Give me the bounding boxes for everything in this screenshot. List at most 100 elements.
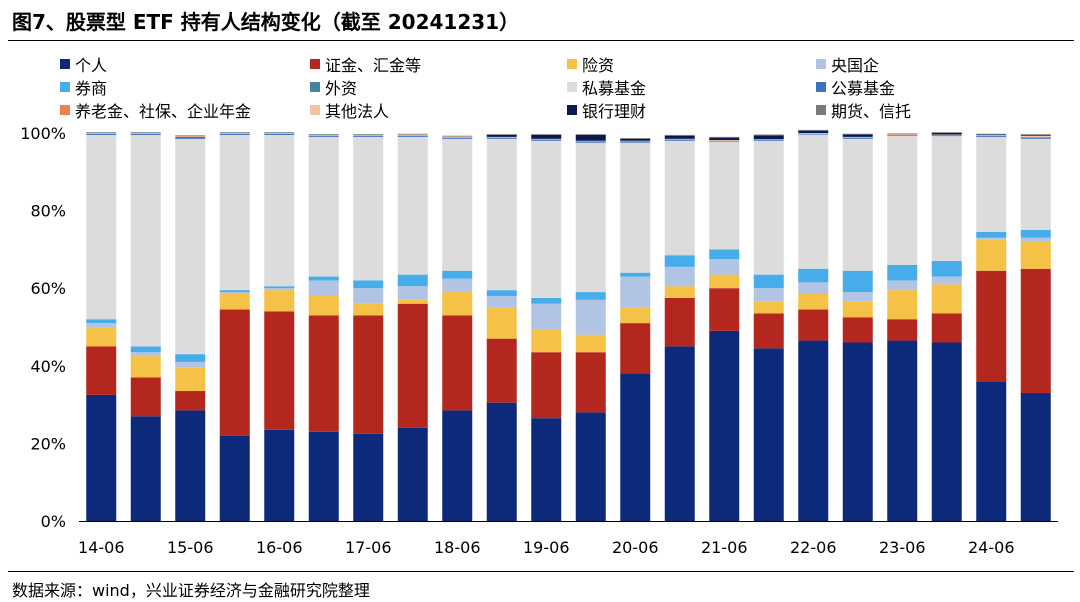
bar-segment bbox=[531, 134, 562, 135]
bar-segment bbox=[753, 348, 784, 521]
bar-segment bbox=[397, 133, 428, 135]
bar-segment bbox=[264, 132, 295, 133]
legend-item: 央国企 bbox=[816, 52, 879, 76]
bar-segment bbox=[486, 402, 517, 521]
bar-segment bbox=[531, 140, 562, 298]
legend-swatch bbox=[310, 59, 320, 69]
bar-segment bbox=[531, 328, 562, 353]
legend-item: 个人 bbox=[60, 52, 107, 76]
bar-segment bbox=[931, 342, 962, 521]
bar-segment bbox=[486, 134, 517, 137]
bar-segment bbox=[1020, 137, 1051, 139]
bar-segment bbox=[1020, 237, 1051, 242]
legend-item: 养老金、社保、企业年金 bbox=[60, 98, 251, 122]
bar-segment bbox=[397, 427, 428, 521]
bar-segment bbox=[842, 342, 873, 521]
bar-segment bbox=[1020, 136, 1051, 138]
y-tick-label: 0% bbox=[41, 512, 66, 531]
bar-segment bbox=[887, 319, 918, 341]
bar-segment bbox=[442, 137, 473, 139]
x-tick-label: 15-06 bbox=[167, 538, 214, 557]
bar-segment bbox=[620, 138, 651, 141]
bar-segment bbox=[130, 356, 161, 378]
bar-segment bbox=[664, 255, 695, 267]
legend-swatch bbox=[567, 105, 577, 115]
bar-segment bbox=[486, 307, 517, 339]
bar-segment bbox=[842, 133, 873, 135]
bar-segment bbox=[264, 288, 295, 291]
legend-item: 公募基金 bbox=[816, 75, 895, 99]
bar-segment bbox=[798, 294, 829, 310]
bar-segment bbox=[931, 136, 962, 262]
bar-segment bbox=[976, 237, 1007, 240]
bar-segment bbox=[486, 134, 517, 135]
bar-segment bbox=[753, 134, 784, 136]
legend-label: 期货、信托 bbox=[831, 102, 912, 121]
bar-segment bbox=[709, 140, 740, 142]
bar-segment bbox=[130, 134, 161, 347]
bar-segment bbox=[531, 418, 562, 521]
x-tick-label: 21-06 bbox=[701, 538, 748, 557]
bar-segment bbox=[798, 309, 829, 341]
title-rule bbox=[8, 40, 1074, 41]
stacked-bar-chart: 0% 20% 40% 60% 80% 100% 14-06 15-06 16-06 17-06 18… bbox=[20, 124, 1058, 557]
bar-segment bbox=[130, 416, 161, 521]
bar-segment bbox=[709, 136, 740, 138]
bar-segment bbox=[709, 141, 740, 250]
bar-segment bbox=[86, 346, 117, 395]
y-tick-label: 40% bbox=[30, 357, 66, 376]
bar-segment bbox=[219, 134, 250, 291]
bar-segment bbox=[931, 132, 962, 133]
bar-segment bbox=[1020, 135, 1051, 137]
bar-segment bbox=[664, 140, 695, 256]
bar-segment bbox=[175, 410, 206, 521]
legend-item: 外资 bbox=[310, 75, 357, 99]
legend-label: 证金、汇金等 bbox=[325, 56, 422, 75]
legend-swatch bbox=[60, 82, 70, 92]
bar-segment bbox=[842, 301, 873, 318]
legend-label: 央国企 bbox=[831, 56, 880, 75]
bar-segment bbox=[442, 278, 473, 293]
bar-segment bbox=[397, 136, 428, 275]
bar-segment bbox=[931, 133, 962, 135]
bar-segment bbox=[1020, 241, 1051, 269]
legend-swatch bbox=[816, 59, 826, 69]
bar-segment bbox=[397, 135, 428, 137]
bar-segment bbox=[753, 288, 784, 302]
bar-segment bbox=[1020, 268, 1051, 393]
bar-segment bbox=[575, 292, 606, 300]
bar-segment bbox=[442, 292, 473, 316]
legend-swatch bbox=[816, 105, 826, 115]
bar-segment bbox=[664, 139, 695, 141]
source-rule bbox=[8, 571, 1074, 572]
legend-label: 外资 bbox=[325, 79, 358, 98]
bar-segment bbox=[753, 140, 784, 275]
bar-segment bbox=[842, 134, 873, 137]
bar-segment bbox=[709, 259, 740, 275]
bar-segment bbox=[575, 299, 606, 335]
bar-segment bbox=[219, 435, 250, 521]
bar-segment bbox=[264, 133, 295, 135]
bar-segment bbox=[86, 319, 117, 324]
bar-segment bbox=[86, 394, 117, 521]
x-tick-label: 24-06 bbox=[968, 538, 1015, 557]
bar-segment bbox=[709, 274, 740, 289]
legend-item: 其他法人 bbox=[310, 98, 389, 122]
bar-segment bbox=[842, 317, 873, 343]
bar-segment bbox=[86, 134, 117, 320]
legend-item: 银行理财 bbox=[567, 98, 646, 122]
bar-segment bbox=[709, 330, 740, 521]
bar-segment bbox=[175, 367, 206, 392]
bar-segment bbox=[308, 315, 339, 432]
bar-segment bbox=[575, 141, 606, 143]
legend-item: 券商 bbox=[60, 75, 107, 99]
bar-segment bbox=[1020, 134, 1051, 136]
bar-segment bbox=[442, 410, 473, 521]
bar-segment bbox=[308, 135, 339, 137]
legend-swatch bbox=[310, 105, 320, 115]
bar-segment bbox=[219, 132, 250, 133]
bar-segment bbox=[842, 270, 873, 293]
bar-segment bbox=[219, 290, 250, 293]
bar-segment bbox=[620, 373, 651, 521]
bar-segment bbox=[620, 307, 651, 324]
